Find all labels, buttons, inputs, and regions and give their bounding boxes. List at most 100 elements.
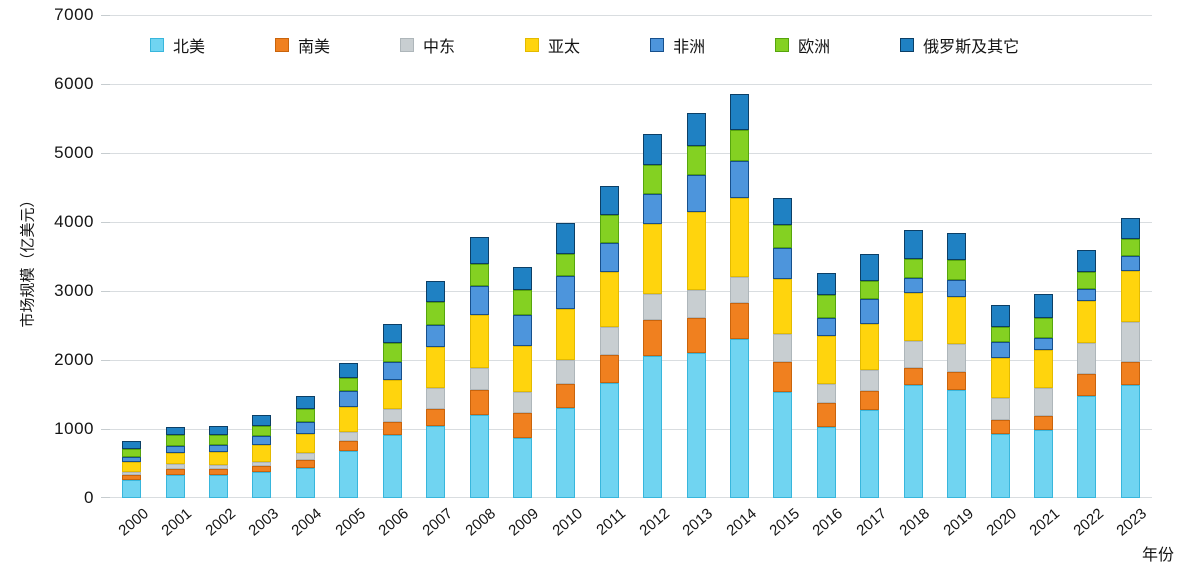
- legend-item-中东: 中东: [400, 33, 455, 57]
- bar-slot-2023: [1109, 15, 1152, 498]
- bar-segment-亚太: [599, 271, 619, 327]
- x-tick-label: 2007: [419, 505, 456, 540]
- bar-slot-2002: [197, 15, 240, 498]
- bar-slot-2009: [501, 15, 544, 498]
- bar-segment-欧洲: [643, 165, 663, 195]
- bar-segment-亚太: [773, 278, 793, 334]
- bar-segment-欧洲: [599, 214, 619, 243]
- bar-segment-非洲: [643, 194, 663, 225]
- bar-segment-亚太: [295, 433, 315, 454]
- bar-segment-欧洲: [382, 342, 402, 363]
- bar-segment-中东: [947, 344, 967, 372]
- bar-segment-亚太: [1077, 300, 1097, 344]
- bar-segment-中东: [730, 276, 750, 303]
- x-tick-label: 2010: [549, 505, 586, 540]
- bar-segment-北美: [816, 426, 836, 498]
- bar-segment-亚太: [1120, 271, 1140, 323]
- x-tick-label: 2018: [896, 505, 934, 540]
- y-tick-label: 1000: [54, 419, 94, 438]
- bar-segment-欧洲: [1033, 317, 1053, 338]
- bar-segment-亚太: [686, 211, 706, 291]
- x-tick-label: 2014: [722, 505, 760, 540]
- bar-segment-俄罗斯及其它: [426, 281, 446, 302]
- bar-segment-北美: [643, 355, 663, 498]
- bar-slot-2018: [892, 15, 935, 498]
- bar-2007: [426, 281, 446, 498]
- x-tick-label: 2017: [853, 505, 890, 540]
- bar-2018: [903, 230, 923, 498]
- bar-segment-北美: [426, 425, 446, 498]
- bar-segment-南美: [1120, 362, 1140, 386]
- bar-segment-中东: [860, 369, 880, 391]
- bar-segment-俄罗斯及其它: [556, 223, 576, 255]
- bar-segment-亚太: [990, 357, 1010, 399]
- x-tick-label: 2013: [679, 505, 717, 540]
- bar-segment-俄罗斯及其它: [339, 362, 359, 379]
- bar-segment-亚太: [165, 452, 185, 465]
- bar-segment-俄罗斯及其它: [512, 266, 532, 291]
- bar-slot-2022: [1065, 15, 1108, 498]
- bar-segment-亚太: [1033, 349, 1053, 389]
- bar-segment-北美: [295, 467, 315, 498]
- bar-segment-非洲: [252, 435, 272, 445]
- bar-segment-非洲: [512, 314, 532, 347]
- bar-segment-俄罗斯及其它: [1077, 249, 1097, 272]
- x-tick-label: 2005: [332, 505, 369, 540]
- bar-segment-北美: [860, 410, 880, 498]
- gridline: [110, 222, 1152, 223]
- bar-segment-俄罗斯及其它: [252, 415, 272, 426]
- bar-segment-俄罗斯及其它: [599, 186, 619, 215]
- bar-segment-南美: [165, 468, 185, 475]
- bar-segment-中东: [295, 453, 315, 460]
- bar-segment-非洲: [339, 390, 359, 408]
- y-tick-label: 7000: [54, 5, 94, 24]
- bar-segment-中东: [773, 333, 793, 362]
- bar-segment-中东: [816, 384, 836, 403]
- bar-segment-北美: [990, 434, 1010, 498]
- legend-label: 中东: [423, 39, 456, 56]
- x-tick-label: 2016: [809, 505, 847, 540]
- bar-segment-非洲: [382, 362, 402, 381]
- bar-slot-2016: [805, 15, 848, 498]
- bar-2020: [990, 304, 1010, 498]
- bar-segment-非洲: [947, 279, 967, 297]
- bar-2008: [469, 237, 489, 498]
- gridline: [110, 153, 1152, 154]
- bar-2023: [1120, 217, 1140, 498]
- bar-segment-北美: [773, 392, 793, 498]
- bar-slot-2004: [284, 15, 327, 498]
- x-axis-title: 年份: [1141, 547, 1174, 564]
- bar-segment-俄罗斯及其它: [469, 237, 489, 265]
- bar-2002: [209, 426, 229, 498]
- bar-segment-北美: [1077, 395, 1097, 498]
- bar-segment-北美: [209, 475, 229, 498]
- bar-segment-北美: [165, 474, 185, 498]
- y-tick-mark: [101, 429, 110, 430]
- bar-segment-非洲: [1120, 255, 1140, 272]
- bar-segment-中东: [339, 432, 359, 442]
- bar-2000: [122, 441, 142, 498]
- bar-segment-非洲: [903, 277, 923, 294]
- bar-segment-北美: [947, 390, 967, 498]
- bar-segment-非洲: [1077, 288, 1097, 301]
- bar-segment-南美: [556, 383, 576, 409]
- bar-segment-南美: [122, 474, 142, 481]
- x-tick-label: 2002: [201, 505, 239, 540]
- bar-2017: [860, 254, 880, 498]
- bar-segment-北美: [382, 434, 402, 498]
- bar-2009: [512, 266, 532, 498]
- y-tick-label: 4000: [54, 212, 94, 231]
- x-tick-label: 2019: [940, 505, 977, 540]
- bar-segment-亚太: [643, 224, 663, 294]
- bar-segment-非洲: [990, 342, 1010, 358]
- bar-segment-南美: [1033, 415, 1053, 430]
- bar-segment-俄罗斯及其它: [209, 426, 229, 435]
- bar-segment-俄罗斯及其它: [903, 230, 923, 259]
- gridline: [110, 84, 1152, 85]
- bar-2014: [730, 94, 750, 498]
- bar-segment-中东: [903, 340, 923, 368]
- bar-segment-南美: [643, 320, 663, 356]
- bar-segment-中东: [209, 464, 229, 470]
- bar-segment-南美: [252, 465, 272, 472]
- gridline: [110, 360, 1152, 361]
